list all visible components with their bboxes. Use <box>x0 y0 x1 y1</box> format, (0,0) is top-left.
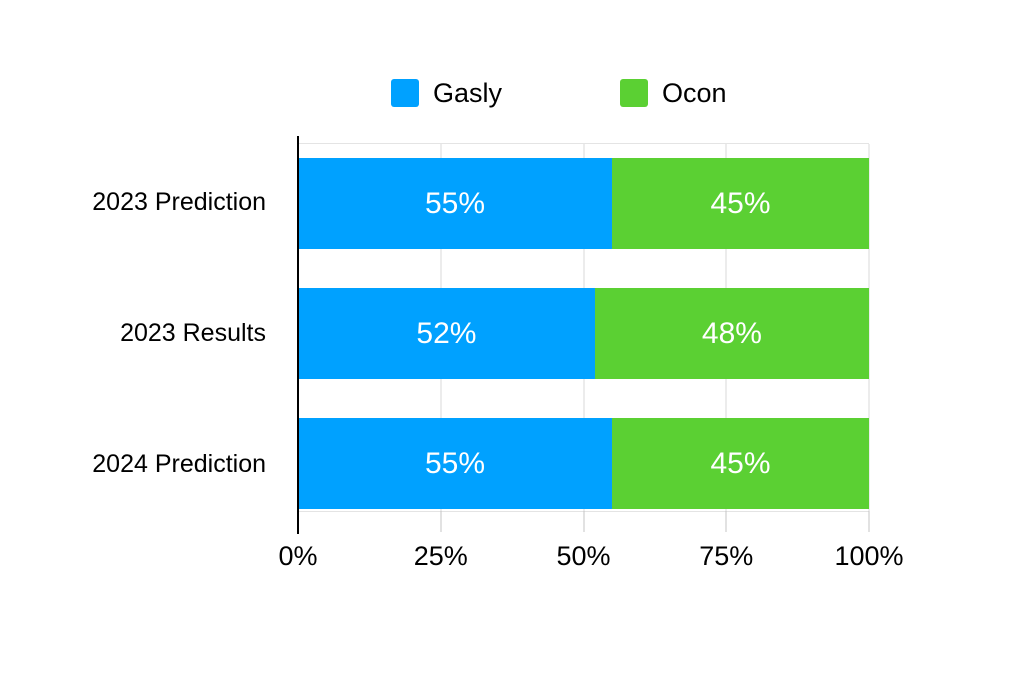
bar-row: 55% 45% <box>298 158 869 249</box>
x-tick-label: 75% <box>699 541 754 571</box>
bar-rows: 55% 45% 52% 48% 55% 45% <box>298 144 869 511</box>
legend-label-ocon: Ocon <box>662 78 727 108</box>
bar-value-label: 52% <box>416 316 477 350</box>
x-axis-tick <box>583 511 584 532</box>
x-axis-tick <box>725 511 727 532</box>
bar-value-label: 48% <box>701 316 762 350</box>
y-axis-line <box>297 136 299 534</box>
x-tick-label: 25% <box>413 541 468 571</box>
category-label: 2024 Prediction <box>92 450 266 478</box>
legend-swatch-ocon-icon <box>620 79 649 107</box>
bar-segment-gasly: 52% <box>298 288 595 379</box>
bar-value-label: 55% <box>425 186 486 220</box>
gridline <box>868 144 870 511</box>
plot-area: 55% 45% 52% 48% 55% 45% <box>297 136 870 534</box>
x-axis-tick <box>868 511 870 532</box>
legend-label-gasly: Gasly <box>433 78 503 108</box>
category-axis-labels: 2023 Prediction 2023 Results 2024 Predicti… <box>0 143 266 512</box>
x-tick-label: 100% <box>834 541 904 571</box>
category-label: 2023 Prediction <box>92 188 266 216</box>
bar-segment-gasly: 55% <box>298 418 613 509</box>
chart-legend: Gasly Ocon <box>391 79 727 107</box>
bar-value-label: 55% <box>425 446 486 480</box>
bar-segment-ocon: 45% <box>612 418 869 509</box>
x-tick-label: 0% <box>278 541 318 571</box>
bar-row: 52% 48% <box>298 288 869 379</box>
bar-segment-gasly: 55% <box>298 158 613 249</box>
bar-segment-ocon: 48% <box>594 288 869 379</box>
legend-item-ocon: Ocon <box>620 79 727 107</box>
category-label: 2023 Results <box>120 319 266 347</box>
x-axis-labels: 0% 25% 50% 75% 100% <box>278 541 903 575</box>
bar-value-label: 45% <box>710 186 771 220</box>
x-axis-tick <box>440 511 442 532</box>
bar-segment-ocon: 45% <box>612 158 869 249</box>
bar-row: 55% 45% <box>298 418 869 509</box>
legend-swatch-gasly-icon <box>391 79 419 107</box>
x-tick-label: 50% <box>556 541 611 571</box>
bar-value-label: 45% <box>710 446 771 480</box>
legend-item-gasly: Gasly <box>391 79 502 107</box>
